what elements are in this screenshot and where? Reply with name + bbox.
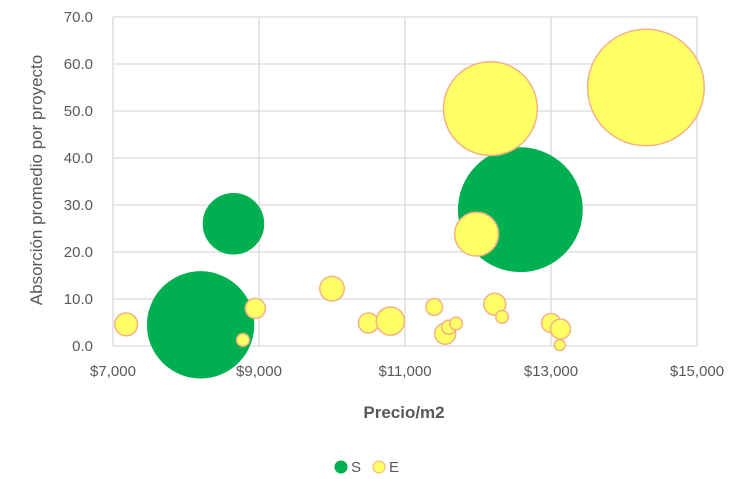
bubble-e-17 [586,28,705,147]
legend-label-e: E [389,459,399,476]
gridlines [112,16,698,347]
bubble-e-16 [553,338,566,352]
y-tick-label: 20.0 [64,244,93,261]
x-axis-ticks: $7,000 $9,000 $11,000 $13,000 $15,000 [90,363,724,380]
y-tick-label: 70.0 [64,9,93,26]
bubble-e-11 [442,61,539,157]
bubble-e-13 [495,309,510,324]
bubble-e-0 [113,312,139,337]
bubble-e-3 [319,275,345,302]
legend: S E [334,459,399,476]
y-tick-label: 0.0 [72,338,93,355]
bubble-marks [113,28,705,379]
bubble-e-9 [449,316,464,331]
bubble-s-1 [146,271,255,379]
bubble-e-15 [549,318,572,340]
x-tick-label: $7,000 [90,363,136,380]
bubble-e-2 [244,297,267,320]
bubble-e-5 [375,306,406,336]
y-axis-label: Absorción promedio por proyecto [27,55,46,305]
x-tick-label: $11,000 [378,363,431,380]
legend-label-s: S [351,459,361,476]
legend-marker-e [372,460,386,474]
x-tick-label: $15,000 [670,363,724,380]
bubble-e-4 [357,312,380,334]
x-tick-label: $13,000 [524,363,578,380]
y-tick-label: 40.0 [64,150,93,167]
y-tick-label: 10.0 [64,291,93,308]
y-tick-label: 50.0 [64,103,93,120]
x-axis-label: Precio/m2 [363,403,444,422]
bubble-e-6 [425,297,444,317]
legend-marker-s [334,460,348,474]
y-tick-label: 60.0 [64,56,93,73]
bubble-e-12 [483,292,507,316]
x-tick-label: $9,000 [236,363,282,380]
y-axis-ticks: 0.0 10.0 20.0 30.0 40.0 50.0 60.0 70.0 [64,9,93,355]
bubble-s-0 [202,193,265,255]
bubble-e-10 [453,211,500,257]
bubble-e-1 [235,332,251,347]
y-tick-label: 30.0 [64,197,93,214]
